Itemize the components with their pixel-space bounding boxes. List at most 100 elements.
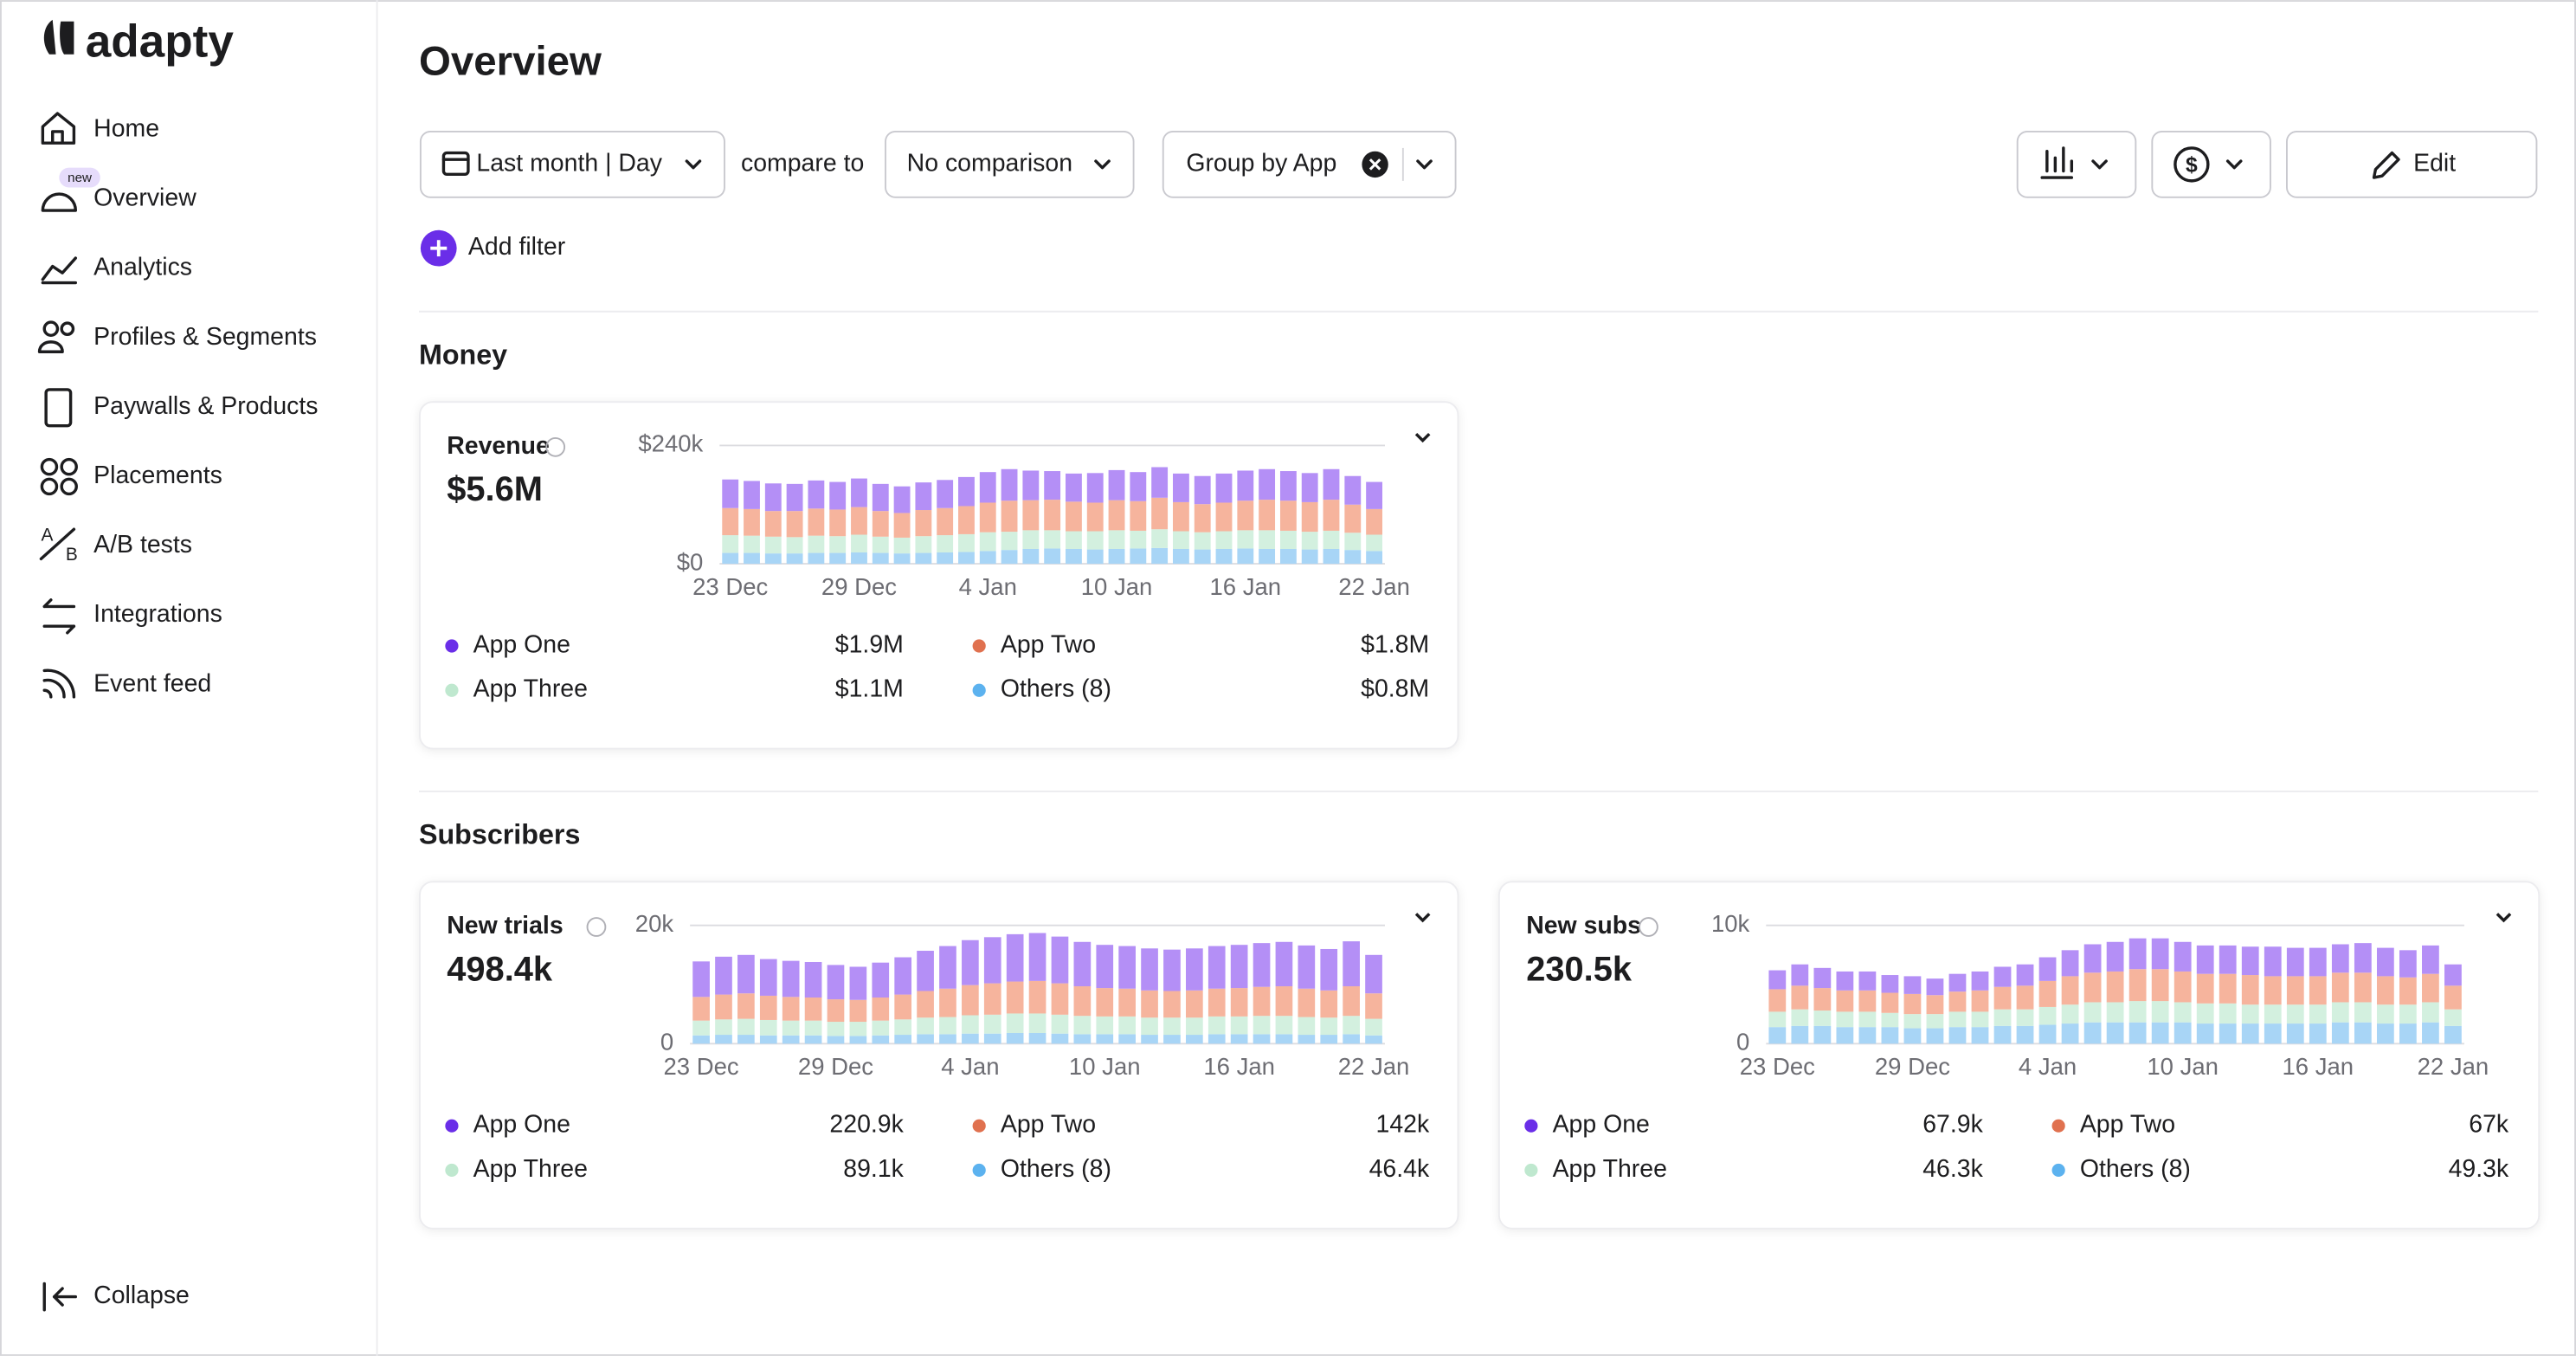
legend-dot [445, 1163, 459, 1178]
bar-segment [1186, 990, 1203, 1018]
section-title: Subscribers [419, 819, 580, 850]
nav-item[interactable]: A/B tests [93, 531, 192, 559]
bar-segment [1066, 549, 1082, 565]
nav-item[interactable]: Analytics [93, 254, 192, 281]
legend-dot [972, 1119, 986, 1133]
bar-segment [1279, 549, 1297, 565]
bar-segment [2196, 1023, 2214, 1044]
bar-segment [962, 940, 979, 985]
nav-item[interactable]: Paywalls & Products [93, 392, 318, 420]
bar-segment [1971, 971, 1989, 991]
bar-segment [759, 1035, 777, 1044]
expand-chevron[interactable] [1414, 432, 1431, 443]
date-button[interactable] [419, 130, 725, 198]
bar-segment [2196, 973, 2214, 1004]
bar-segment [872, 998, 890, 1021]
bar-segment [764, 511, 782, 537]
bar-segment [1001, 468, 1018, 501]
help-icon [586, 917, 607, 937]
legend-total: 67k [2469, 1111, 2509, 1139]
nav-item[interactable]: Integrations [93, 600, 222, 628]
legend-label: App Two [1001, 631, 1096, 659]
nav-item[interactable]: Profiles & Segments [93, 323, 317, 351]
nav-item[interactable]: Event feed [93, 669, 211, 697]
edit-button[interactable] [2286, 130, 2538, 198]
bar-segment [804, 1035, 822, 1044]
currency-button[interactable] [2151, 130, 2271, 198]
bar-segment [829, 509, 847, 537]
x-tick-label: 23 Dec [663, 1053, 738, 1080]
bar-segment [1096, 988, 1114, 1017]
bar-segment [1006, 1032, 1024, 1044]
chart-card: Revenue $5.6M $0 $240k 23 Dec 29 Dec 4 Jan 10 J… [418, 401, 1459, 750]
bar-segment [2331, 1022, 2349, 1044]
bar-segment [2219, 1003, 2237, 1024]
bar-segment [2196, 945, 2214, 974]
y-tick-label: 0 [660, 1029, 673, 1056]
bar-segment [872, 1035, 890, 1044]
bar-segment [808, 535, 825, 553]
bar-segment [2196, 1003, 2214, 1024]
nav-item[interactable]: Placements [93, 462, 222, 489]
legend-label: App Two [2080, 1111, 2175, 1139]
x-tick-label: 4 Jan [941, 1053, 999, 1080]
bar-segment [2422, 1022, 2439, 1044]
bar-segment [1186, 948, 1203, 991]
bar-segment [894, 1035, 912, 1044]
bar-segment [2151, 1022, 2169, 1044]
bar-segment [983, 937, 1001, 984]
nav-item[interactable]: Home [93, 115, 159, 143]
badge-text: new [68, 171, 92, 185]
bar-segment [1044, 548, 1061, 565]
bar-segment [1903, 1028, 1922, 1044]
bar-segment [1365, 1035, 1382, 1044]
bar-segment [1813, 1025, 1832, 1044]
legend-dot [445, 683, 459, 697]
legend-total: 142k [1376, 1111, 1430, 1139]
toolbar: Last month | Day compare to No compariso… [419, 130, 2538, 198]
svg-text:$: $ [2186, 153, 2198, 177]
bar-segment [2444, 1009, 2462, 1026]
chart-type-button[interactable] [2016, 130, 2137, 198]
bar-segment [1791, 985, 1809, 1010]
bar-segment [1151, 547, 1169, 565]
bar-segment [937, 552, 954, 565]
bar-segment [1365, 993, 1382, 1019]
chart-total: 230.5k [1526, 950, 1633, 988]
legend-total: $1.9M [835, 631, 904, 659]
collapse[interactable]: Collapse [93, 1282, 190, 1309]
bar-segment [1768, 989, 1787, 1012]
bar-segment [1130, 530, 1147, 549]
bar-segment [1215, 549, 1233, 565]
bar-segment [1881, 1012, 1899, 1028]
bar-segment [804, 1020, 822, 1036]
bar-segment [849, 966, 867, 1000]
bar-segment [1151, 467, 1169, 498]
legend-dot [445, 639, 459, 653]
bar-segment [1948, 973, 1967, 992]
y-tick-label: 20k [635, 910, 674, 937]
bar-segment [2241, 975, 2259, 1005]
group-button[interactable] [1162, 130, 1457, 198]
add-filter[interactable]: Add filter [468, 233, 565, 261]
bar-segment [1971, 990, 1989, 1012]
bar-segment [1344, 475, 1362, 505]
bar-segment [2444, 964, 2462, 986]
bar-segment [894, 994, 912, 1020]
expand-chevron[interactable] [2496, 913, 2512, 923]
bar-segment [1858, 971, 1877, 991]
bar-segment [1366, 551, 1383, 565]
bar-segment [2174, 971, 2192, 1003]
cards: Revenue $5.6M $0 $240k 23 Dec 29 Dec 4 Jan 10 J… [418, 401, 2541, 1230]
bar-segment [1172, 473, 1189, 502]
bar-segment [2331, 972, 2349, 1003]
compare-button[interactable] [885, 130, 1135, 198]
bar-segment [829, 552, 847, 565]
expand-chevron[interactable] [1414, 913, 1431, 923]
bar-segment [1215, 531, 1233, 550]
bar-segment [692, 961, 710, 998]
nav-item[interactable]: Overview [93, 184, 196, 212]
bar-segment [1301, 549, 1318, 565]
bar-segment [958, 506, 975, 534]
bar-segment [917, 951, 934, 991]
